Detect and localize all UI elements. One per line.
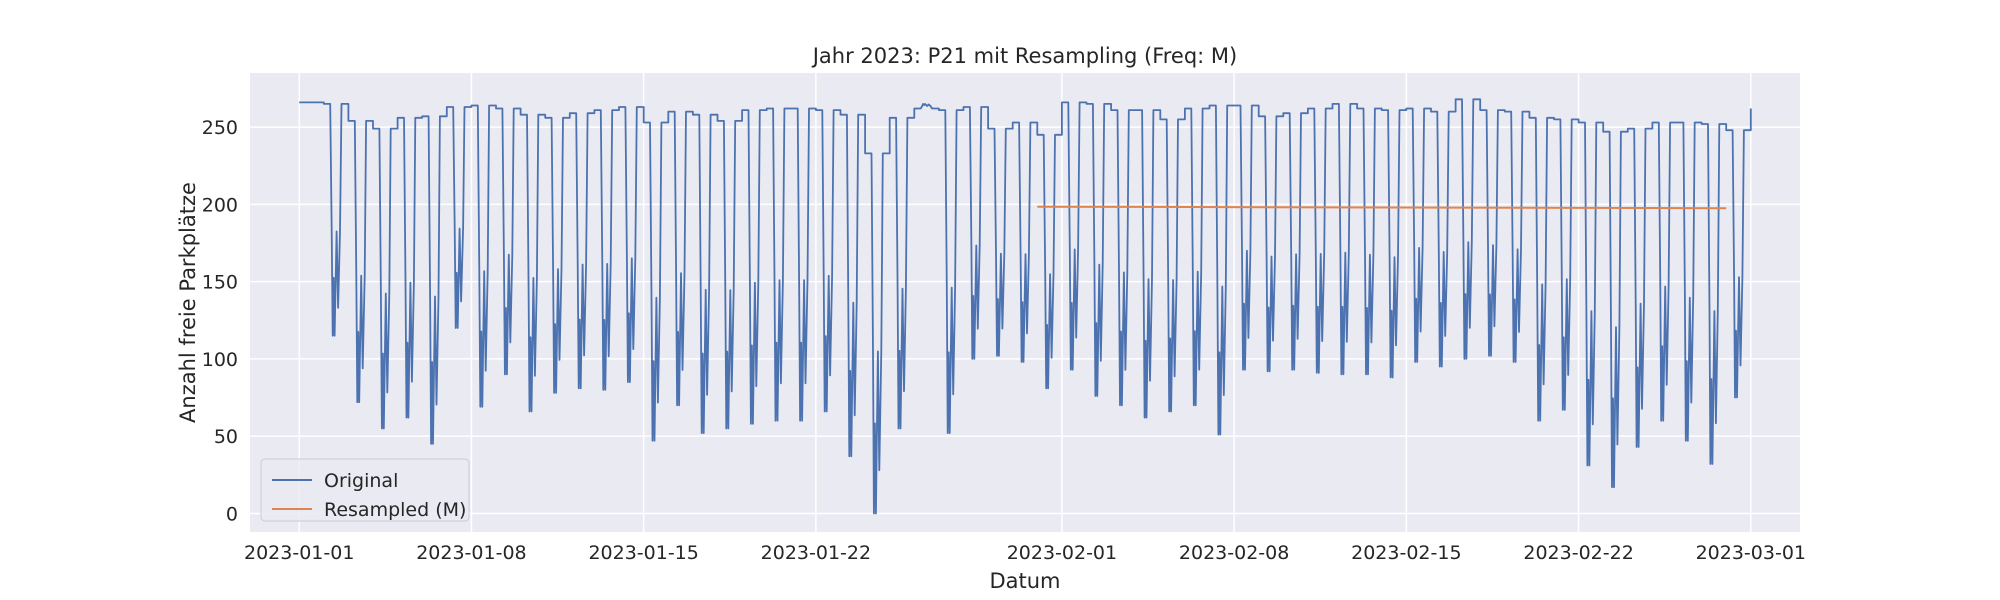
y-tick-label: 150 — [202, 272, 238, 294]
grid — [250, 73, 1800, 532]
x-tick-label: 2023-02-01 — [1007, 542, 1117, 564]
legend-label-original: Original — [324, 470, 398, 492]
x-axis-label: Datum — [989, 569, 1060, 593]
x-tick-label: 2023-01-08 — [416, 542, 526, 564]
y-tick-label: 0 — [226, 503, 238, 525]
x-tick-label: 2023-01-01 — [244, 542, 354, 564]
x-tick-label: 2023-01-22 — [761, 542, 871, 564]
series-line-resampled — [1037, 205, 1727, 210]
x-tick-label: 2023-03-01 — [1696, 542, 1806, 564]
y-tick-label: 200 — [202, 194, 238, 216]
x-tick-label: 2023-02-08 — [1179, 542, 1289, 564]
tick-labels: 0 50 100 150 200 250 2023-01-01 2023-01-08 2023-… — [202, 117, 1806, 564]
y-tick-label: 250 — [202, 117, 238, 139]
x-tick-label: 2023-02-22 — [1523, 542, 1633, 564]
x-tick-label: 2023-02-15 — [1351, 542, 1461, 564]
x-tick-label: 2023-01-15 — [588, 542, 698, 564]
legend-label-resampled: Resampled (M) — [324, 499, 466, 521]
chart-title: Jahr 2023: P21 mit Resampling (Freq: M) — [811, 44, 1238, 68]
y-axis-label: Anzahl freie Parkplätze — [176, 182, 200, 423]
legend-box — [260, 458, 470, 522]
y-tick-label: 50 — [214, 426, 238, 448]
y-tick-label: 100 — [202, 349, 238, 371]
series-line-original — [299, 98, 1752, 515]
legend: Original Resampled (M) — [260, 458, 470, 522]
series-layer — [299, 98, 1752, 515]
